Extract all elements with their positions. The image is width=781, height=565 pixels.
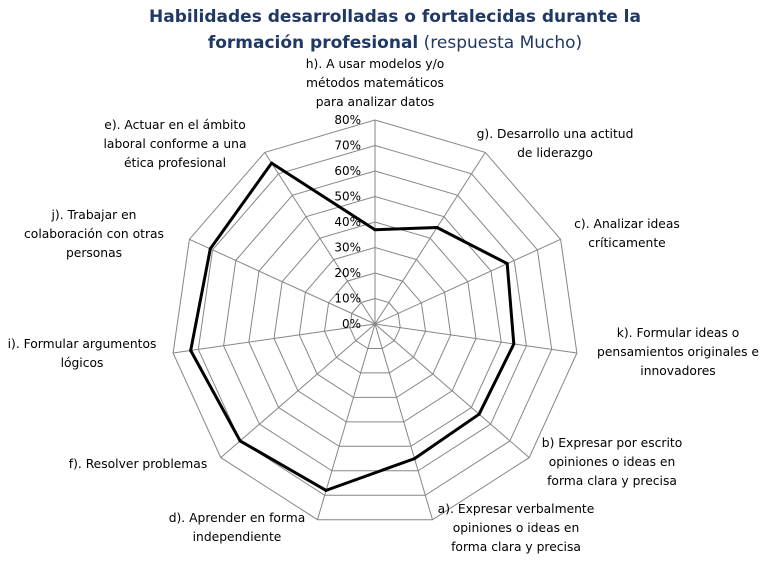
r-tick-label: 70% [334,139,361,153]
data-point-e [270,161,274,165]
category-label-line: k). Formular ideas o [617,326,740,340]
category-label-line: a). Expresar verbalmente [438,502,595,516]
r-tick-label: 60% [334,164,361,178]
category-label-h: h). A usar modelos y/o métodos matemático… [306,57,445,109]
r-tick-label: 10% [334,292,361,306]
grid-spoke [374,323,577,354]
category-label-line: i). Formular argumentos [8,337,157,351]
category-label-line: opiniones o ideas en [549,455,676,469]
grid-spoke [374,323,530,458]
category-label-line: laboral conforme a una [104,137,247,151]
grid-ring [223,170,527,472]
category-label-e: e). Actuar en el ámbito laboral conforme … [104,118,247,170]
series-line [189,161,516,492]
data-point-g [435,226,439,229]
category-label-a: a). Expresar verbalmente opiniones o idea… [438,502,595,554]
data-point-c [505,262,509,266]
chart-title-line-2: formación profesional (respuesta Mucho) [208,33,582,53]
grid-spoke [264,152,376,325]
r-tick-label: 30% [334,241,361,255]
category-label-d: d). Aprender en forma independiente [169,511,306,544]
r-tick-label: 50% [334,190,361,204]
r-tick-label: 20% [334,266,361,280]
category-label-f: f). Resolver problemas [69,457,207,471]
chart-title-line-2-bold: formación profesional [208,33,418,53]
data-point-d [324,488,328,492]
grid-spoke [173,323,376,354]
grid-spoke [220,323,376,458]
data-point-a [413,457,416,461]
category-label-line: de liderazgo [517,146,593,160]
category-label-g: g). Desarrollo una actitud de liderazgo [477,127,634,160]
category-label-line: pensamientos originales e [597,345,759,359]
category-label-line: independiente [193,530,282,544]
category-label-line: críticamente [588,236,666,250]
series [189,161,516,492]
grid-ring [323,272,427,374]
category-label-line: ética profesional [124,156,226,170]
grid-spoke [189,238,376,325]
data-point-f [238,439,242,443]
category-label-j: j). Trabajar en colaboración con otras per… [24,208,164,260]
category-label-line: forma clara y precisa [547,474,677,488]
grid-ring [172,119,578,521]
category-label-line: opiniones o ideas en [453,521,580,535]
category-label-line: h). A usar modelos y/o [306,57,445,71]
r-tick-label: 40% [334,215,361,229]
data-point-i [189,349,193,352]
chart-title-line-1-bold: Habilidades desarrolladas o fortalecidas… [149,7,641,27]
category-label-b: b) Expresar por escrito opiniones o ideas… [542,436,682,488]
grid-ring [349,297,401,349]
category-label-line: para analizar datos [316,95,435,109]
chart-title-line-2-normal: (respuesta Mucho) [418,33,582,53]
category-label-line: lógicos [61,356,104,370]
category-labels: h). A usar modelos y/o métodos matemático… [8,57,759,554]
category-label-line: métodos matemáticos [306,76,444,90]
grid-spoke [374,323,433,520]
category-label-line: j). Trabajar en [51,208,137,222]
category-label-line: colaboración con otras [24,227,164,241]
chart-title-line-1: Habilidades desarrolladas o fortalecidas… [149,7,641,27]
data-point-h [373,228,377,232]
category-label-line: innovadores [640,364,715,378]
data-point-b [477,412,481,416]
r-tick-label: 0% [342,317,361,331]
category-label-c: c). Analizar ideas críticamente [574,217,680,250]
category-label-line: forma clara y precisa [451,540,581,554]
category-label-line: g). Desarrollo una actitud [477,127,634,141]
r-tick-label: 80% [334,113,361,127]
category-label-i: i). Formular argumentos lógicos [8,337,157,370]
grid-ring [298,246,452,398]
category-label-line: personas [66,246,122,260]
radial-ticks: 0% 10% 20% 30% 40% 50% 60% 70% 80% [334,113,361,331]
grid [172,119,578,521]
category-label-line: f). Resolver problemas [69,457,207,471]
grid-ring [197,144,553,496]
data-point-k [512,342,516,346]
grid-spoke [374,238,561,325]
category-label-line: b) Expresar por escrito [542,436,682,450]
data-point-j [208,247,212,251]
grid-spoke [374,152,486,325]
category-label-k: k). Formular ideas o pensamientos origina… [597,326,759,378]
category-label-line: d). Aprender en forma [169,511,306,525]
grid-spoke [317,323,376,520]
grid-ring [273,221,477,423]
category-label-line: c). Analizar ideas [574,217,680,231]
grid-ring [248,195,502,447]
category-label-line: e). Actuar en el ámbito [104,118,246,132]
